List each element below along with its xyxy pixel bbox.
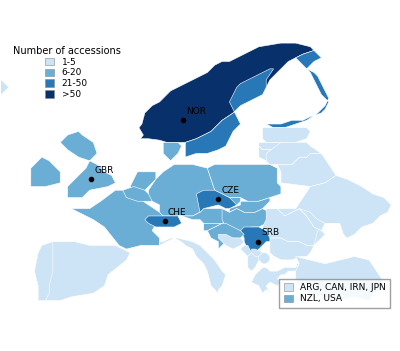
Polygon shape [259, 146, 299, 165]
Polygon shape [240, 227, 270, 257]
Polygon shape [270, 238, 314, 260]
Text: NOR: NOR [186, 107, 206, 116]
Polygon shape [207, 165, 281, 201]
Polygon shape [218, 234, 244, 249]
Text: SRB: SRB [261, 228, 279, 237]
Text: CHE: CHE [168, 208, 186, 217]
Polygon shape [60, 131, 116, 198]
Polygon shape [185, 69, 274, 157]
Polygon shape [123, 186, 152, 201]
Polygon shape [178, 208, 230, 223]
Polygon shape [266, 51, 329, 128]
Polygon shape [252, 249, 262, 257]
Polygon shape [163, 143, 182, 161]
Polygon shape [160, 238, 226, 293]
Polygon shape [31, 157, 60, 186]
Polygon shape [145, 216, 182, 227]
Polygon shape [34, 242, 130, 300]
Polygon shape [230, 198, 270, 212]
Polygon shape [71, 190, 163, 249]
Polygon shape [262, 208, 325, 245]
Polygon shape [207, 223, 244, 249]
Legend: ARG, CAN, IRN, JPN, NZL, USA: ARG, CAN, IRN, JPN, NZL, USA [279, 279, 390, 308]
Text: GBR: GBR [94, 166, 114, 175]
Text: CZE: CZE [221, 186, 239, 194]
Polygon shape [240, 245, 252, 257]
Polygon shape [296, 257, 384, 300]
Polygon shape [277, 153, 336, 186]
Polygon shape [262, 128, 310, 143]
Polygon shape [248, 249, 262, 271]
Polygon shape [0, 76, 9, 98]
Polygon shape [255, 253, 270, 264]
Polygon shape [34, 242, 53, 300]
Polygon shape [148, 165, 215, 216]
Polygon shape [204, 223, 222, 231]
Polygon shape [259, 143, 310, 153]
Polygon shape [139, 43, 314, 143]
Polygon shape [222, 208, 270, 231]
Polygon shape [130, 172, 156, 190]
Polygon shape [196, 190, 240, 212]
Polygon shape [252, 253, 299, 293]
Polygon shape [266, 176, 391, 245]
Polygon shape [266, 143, 321, 165]
Polygon shape [299, 208, 325, 231]
